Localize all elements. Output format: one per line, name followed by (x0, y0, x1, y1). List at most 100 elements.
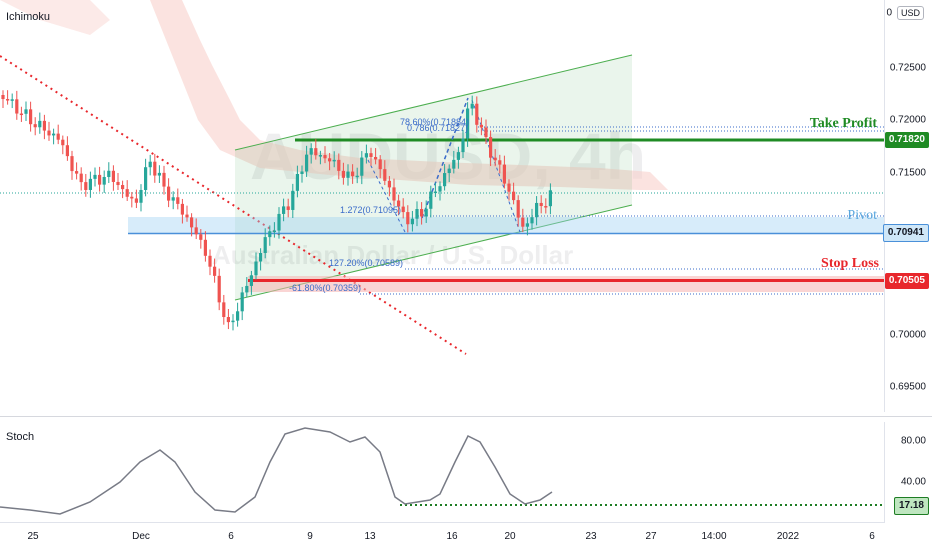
candle-body (489, 137, 493, 158)
stop-loss-price-tag: 0.70505 (884, 273, 929, 289)
candle-body (208, 255, 212, 267)
candle-body (387, 180, 391, 188)
candle-body (203, 239, 207, 256)
candle-body (254, 261, 258, 276)
fib-annotation-1: 78.60%(0.71884) (400, 117, 470, 127)
candle-body (56, 133, 60, 140)
pane-separator[interactable] (0, 416, 932, 417)
candle-body (286, 206, 290, 210)
price-chart-pane[interactable]: AUDUSD, 4h Australian Dollar / U.S. Doll… (0, 0, 885, 412)
stochastic-canvas[interactable] (0, 422, 885, 522)
candle-body (167, 186, 171, 201)
ichimoku-cloud-band (150, 0, 668, 190)
candle-body (470, 103, 474, 109)
take-profit-price-tag: 0.71820 (884, 132, 929, 148)
fib-annotation-4: 127.20%(0.70589) (329, 258, 404, 268)
candle-body (300, 171, 304, 174)
candle-body (42, 120, 46, 131)
pivot-price-tag: 0.70941 (882, 224, 929, 242)
candle-body (475, 103, 479, 125)
candle-body (263, 237, 267, 254)
rising-channel-area (235, 55, 632, 300)
candle-body (456, 152, 460, 160)
candle-body (29, 109, 33, 125)
price-tick: 0.72000 (889, 114, 926, 126)
candle-body (498, 160, 502, 165)
time-tick: 25 (27, 531, 39, 542)
candle-body (213, 266, 217, 276)
candle-body (305, 154, 309, 172)
candle-body (153, 161, 157, 176)
time-axis[interactable]: 25 Dec 6 9 13 16 20 23 27 14:00 2022 6 (0, 522, 885, 551)
candle-body (272, 230, 276, 233)
candle-body (433, 191, 437, 194)
candlestick-series (1, 90, 552, 331)
candle-body (429, 191, 433, 209)
candle-body (516, 200, 520, 218)
price-tick: 0.72500 (889, 62, 926, 74)
candle-body (309, 148, 313, 155)
candle-body (443, 173, 447, 187)
candle-body (374, 156, 378, 160)
candle-body (364, 153, 368, 158)
candle-body (185, 214, 189, 218)
candle-body (466, 108, 470, 139)
candle-body (111, 170, 115, 182)
candle-body (461, 138, 465, 153)
candle-body (479, 124, 483, 128)
candle-body (341, 170, 345, 178)
candle-body (369, 153, 373, 157)
candle-body (360, 157, 364, 176)
price-axis[interactable]: USD 0 0.72500 0.72000 0.71500 0.70000 0.… (882, 0, 932, 412)
candle-body (52, 133, 56, 136)
time-tick: 23 (585, 531, 597, 542)
candle-body (291, 190, 295, 210)
candle-body (61, 139, 65, 146)
candle-body (79, 173, 83, 183)
candle-body (525, 223, 529, 227)
candle-body (401, 206, 405, 213)
candle-body (65, 145, 69, 157)
price-chart-canvas[interactable] (0, 0, 885, 412)
stochastic-line (0, 427, 553, 515)
candle-body (199, 234, 203, 240)
time-tick: 13 (364, 531, 376, 542)
candle-body (507, 183, 511, 192)
candle-body (548, 190, 552, 207)
indicator-label[interactable]: Ichimoku (6, 11, 51, 23)
candle-body (268, 231, 272, 238)
stochastic-value-tag: 17.18 (893, 497, 929, 515)
candle-body (240, 292, 244, 312)
candle-body (134, 198, 138, 203)
candle-body (144, 167, 148, 190)
candle-body (93, 174, 97, 179)
channel-upper-line (234, 54, 633, 151)
candle-body (139, 189, 143, 203)
downtrend-line (0, 55, 467, 355)
time-tick: 14:00 (701, 531, 727, 542)
time-tick: Dec (132, 531, 150, 542)
currency-badge[interactable]: USD (896, 6, 924, 20)
time-tick: 6 (869, 531, 875, 542)
take-profit-label: Take Profit (809, 116, 877, 131)
stochastic-label[interactable]: Stoch (6, 431, 35, 443)
candle-body (107, 170, 111, 178)
candle-body (15, 99, 19, 114)
time-tick: 16 (446, 531, 458, 542)
time-tick: 9 (307, 531, 313, 542)
candle-body (539, 202, 543, 207)
candle-body (171, 197, 175, 201)
price-tick: 0.69500 (889, 381, 926, 393)
candle-body (544, 206, 548, 208)
stochastic-pane[interactable] (0, 422, 885, 522)
candle-body (1, 95, 5, 100)
candle-body (383, 169, 387, 181)
candle-body (236, 311, 240, 321)
candle-body (502, 164, 506, 184)
candle-body (397, 200, 401, 207)
candle-body (438, 186, 442, 192)
candle-body (295, 173, 299, 191)
candle-body (277, 213, 281, 231)
candle-body (98, 174, 102, 185)
candle-body (70, 156, 74, 172)
